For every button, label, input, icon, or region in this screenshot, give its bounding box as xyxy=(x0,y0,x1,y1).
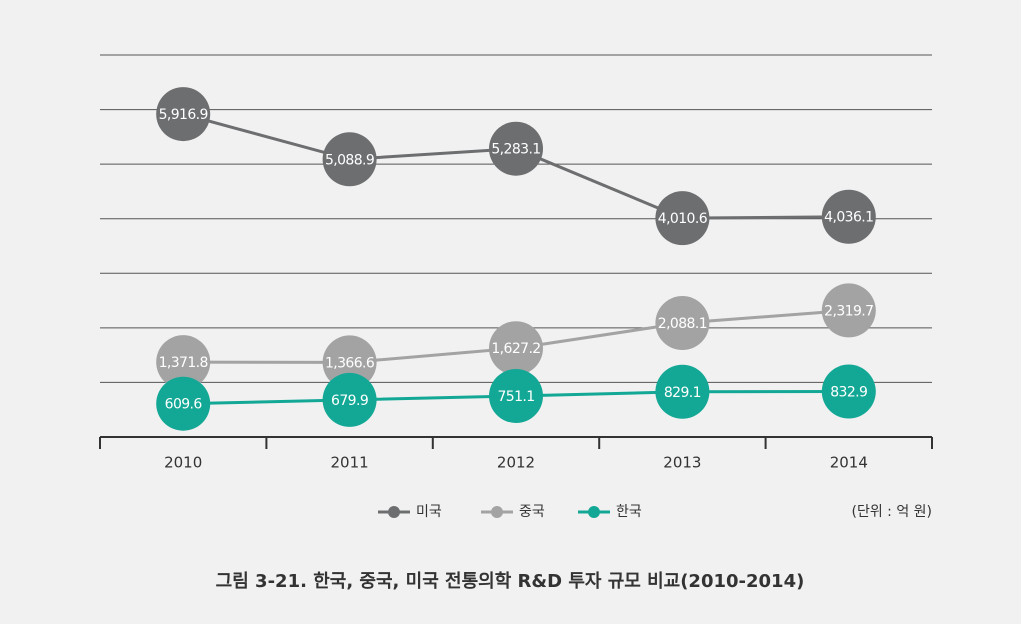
unit-note: (단위 : 억 원) xyxy=(851,504,932,520)
legend-label: 중국 xyxy=(519,504,545,520)
x-tick-label: 2013 xyxy=(663,454,701,472)
legend-label: 한국 xyxy=(616,504,642,520)
data-label: 609.6 xyxy=(165,397,203,413)
data-point xyxy=(322,372,377,427)
data-point xyxy=(156,335,211,390)
data-point xyxy=(489,121,543,176)
data-label: 1,627.2 xyxy=(491,341,540,357)
x-tick-label: 2014 xyxy=(830,454,868,472)
data-label: 751.1 xyxy=(497,389,534,405)
data-label: 1,371.8 xyxy=(159,355,208,371)
x-tick-label: 2010 xyxy=(164,454,202,472)
data-point xyxy=(322,132,377,187)
data-point xyxy=(821,283,876,338)
data-label: 679.9 xyxy=(331,393,368,409)
legend-label: 미국 xyxy=(416,504,442,520)
data-point xyxy=(489,369,543,424)
data-point xyxy=(489,321,543,376)
data-label: 4,010.6 xyxy=(658,211,708,227)
data-point xyxy=(156,87,211,142)
data-point xyxy=(655,364,710,419)
data-label: 829.1 xyxy=(664,385,701,401)
caption: 그림 3-21. 한국, 중국, 미국 전통의학 R&D 투자 규모 비교(20… xyxy=(216,570,805,592)
legend-marker xyxy=(388,506,400,518)
data-label: 5,088.9 xyxy=(325,152,374,168)
data-point xyxy=(655,296,710,351)
data-label: 2,319.7 xyxy=(824,303,873,319)
x-tick-label: 2012 xyxy=(497,454,535,472)
data-label: 832.9 xyxy=(830,385,867,401)
data-point xyxy=(156,376,211,431)
legend-marker xyxy=(588,506,600,518)
data-point xyxy=(655,191,710,246)
data-point xyxy=(821,364,876,419)
data-label: 5,916.9 xyxy=(159,107,208,123)
data-point xyxy=(322,335,377,390)
data-point xyxy=(821,189,876,244)
data-label: 5,283.1 xyxy=(491,142,540,158)
data-label: 1,366.6 xyxy=(325,355,375,371)
data-label: 4,036.1 xyxy=(824,210,873,226)
data-label: 2,088.1 xyxy=(658,316,707,332)
x-tick-label: 2011 xyxy=(331,454,369,472)
legend-marker xyxy=(491,506,503,518)
